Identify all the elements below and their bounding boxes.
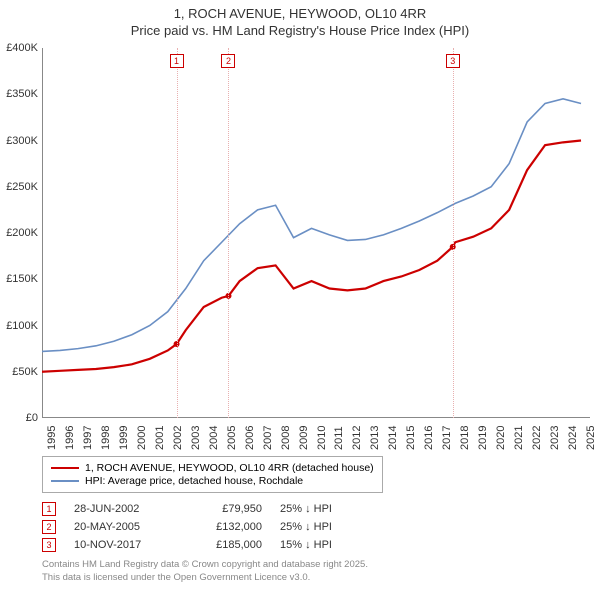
ytick-label: £150K <box>0 273 38 285</box>
xtick-label: 2011 <box>333 426 345 450</box>
xtick-label: 2002 <box>172 426 184 450</box>
xtick-label: 2001 <box>154 426 166 450</box>
footnotes: 1 28-JUN-2002 £79,950 25% ↓ HPI 2 20-MAY… <box>42 498 380 556</box>
xtick-label: 2016 <box>423 426 435 450</box>
xtick-label: 1997 <box>82 426 94 450</box>
footnote-date-2: 20-MAY-2005 <box>74 521 164 533</box>
xtick-label: 2022 <box>531 426 543 450</box>
xtick-label: 2020 <box>495 426 507 450</box>
legend: 1, ROCH AVENUE, HEYWOOD, OL10 4RR (detac… <box>42 456 383 493</box>
footnote-delta-2: 25% ↓ HPI <box>280 521 380 533</box>
chart-svg <box>42 48 590 418</box>
legend-item-hpi: HPI: Average price, detached house, Roch… <box>51 475 374 487</box>
chart-title: 1, ROCH AVENUE, HEYWOOD, OL10 4RR Price … <box>0 0 600 38</box>
xtick-label: 1999 <box>118 426 130 450</box>
xtick-label: 2017 <box>441 426 453 450</box>
ytick-label: £50K <box>0 366 38 378</box>
ytick-label: £400K <box>0 42 38 54</box>
xtick-label: 2007 <box>262 426 274 450</box>
chart-container: 1, ROCH AVENUE, HEYWOOD, OL10 4RR Price … <box>0 0 600 590</box>
footnote-index-3: 3 <box>42 538 56 552</box>
xtick-label: 2004 <box>208 426 220 450</box>
sale-marker-box: 1 <box>170 54 184 68</box>
xtick-label: 2000 <box>136 426 148 450</box>
xtick-label: 2023 <box>549 426 561 450</box>
ytick-label: £100K <box>0 320 38 332</box>
sale-marker-box: 2 <box>221 54 235 68</box>
ytick-label: £250K <box>0 181 38 193</box>
footnote-date-1: 28-JUN-2002 <box>74 503 164 515</box>
xtick-label: 2021 <box>513 426 525 450</box>
ytick-label: £0 <box>0 412 38 424</box>
sale-marker-gridline <box>228 48 229 418</box>
xtick-label: 2010 <box>316 426 328 450</box>
xtick-label: 2012 <box>351 426 363 450</box>
title-line1: 1, ROCH AVENUE, HEYWOOD, OL10 4RR <box>0 6 600 21</box>
xtick-label: 2006 <box>244 426 256 450</box>
xtick-label: 2025 <box>585 426 597 450</box>
xtick-label: 2013 <box>369 426 381 450</box>
xtick-label: 2008 <box>280 426 292 450</box>
footnote-date-3: 10-NOV-2017 <box>74 539 164 551</box>
xtick-label: 2015 <box>405 426 417 450</box>
title-line2: Price paid vs. HM Land Registry's House … <box>0 23 600 38</box>
legend-item-property: 1, ROCH AVENUE, HEYWOOD, OL10 4RR (detac… <box>51 462 374 474</box>
footnote-index-1: 1 <box>42 502 56 516</box>
footnote-price-2: £132,000 <box>182 521 262 533</box>
xtick-label: 2019 <box>477 426 489 450</box>
footnote-delta-3: 15% ↓ HPI <box>280 539 380 551</box>
sale-marker-box: 3 <box>446 54 460 68</box>
xtick-label: 2003 <box>190 426 202 450</box>
xtick-label: 2024 <box>567 426 579 450</box>
xtick-label: 2014 <box>387 426 399 450</box>
ytick-label: £300K <box>0 135 38 147</box>
sale-marker-gridline <box>177 48 178 418</box>
legend-label-hpi: HPI: Average price, detached house, Roch… <box>85 475 303 487</box>
legend-swatch-hpi <box>51 480 79 482</box>
footnote-delta-1: 25% ↓ HPI <box>280 503 380 515</box>
footnote-row-3: 3 10-NOV-2017 £185,000 15% ↓ HPI <box>42 538 380 552</box>
xtick-label: 1998 <box>100 426 112 450</box>
xtick-label: 1996 <box>64 426 76 450</box>
xtick-label: 2018 <box>459 426 471 450</box>
legend-label-property: 1, ROCH AVENUE, HEYWOOD, OL10 4RR (detac… <box>85 462 374 474</box>
footnote-price-3: £185,000 <box>182 539 262 551</box>
ytick-label: £200K <box>0 227 38 239</box>
attribution-line2: This data is licensed under the Open Gov… <box>42 572 368 584</box>
legend-swatch-property <box>51 467 79 469</box>
xtick-label: 1995 <box>46 426 58 450</box>
xtick-label: 2005 <box>226 426 238 450</box>
attribution-line1: Contains HM Land Registry data © Crown c… <box>42 559 368 571</box>
footnote-row-2: 2 20-MAY-2005 £132,000 25% ↓ HPI <box>42 520 380 534</box>
ytick-label: £350K <box>0 88 38 100</box>
footnote-row-1: 1 28-JUN-2002 £79,950 25% ↓ HPI <box>42 502 380 516</box>
sale-marker-gridline <box>453 48 454 418</box>
footnote-price-1: £79,950 <box>182 503 262 515</box>
attribution: Contains HM Land Registry data © Crown c… <box>42 559 368 584</box>
footnote-index-2: 2 <box>42 520 56 534</box>
xtick-label: 2009 <box>298 426 310 450</box>
